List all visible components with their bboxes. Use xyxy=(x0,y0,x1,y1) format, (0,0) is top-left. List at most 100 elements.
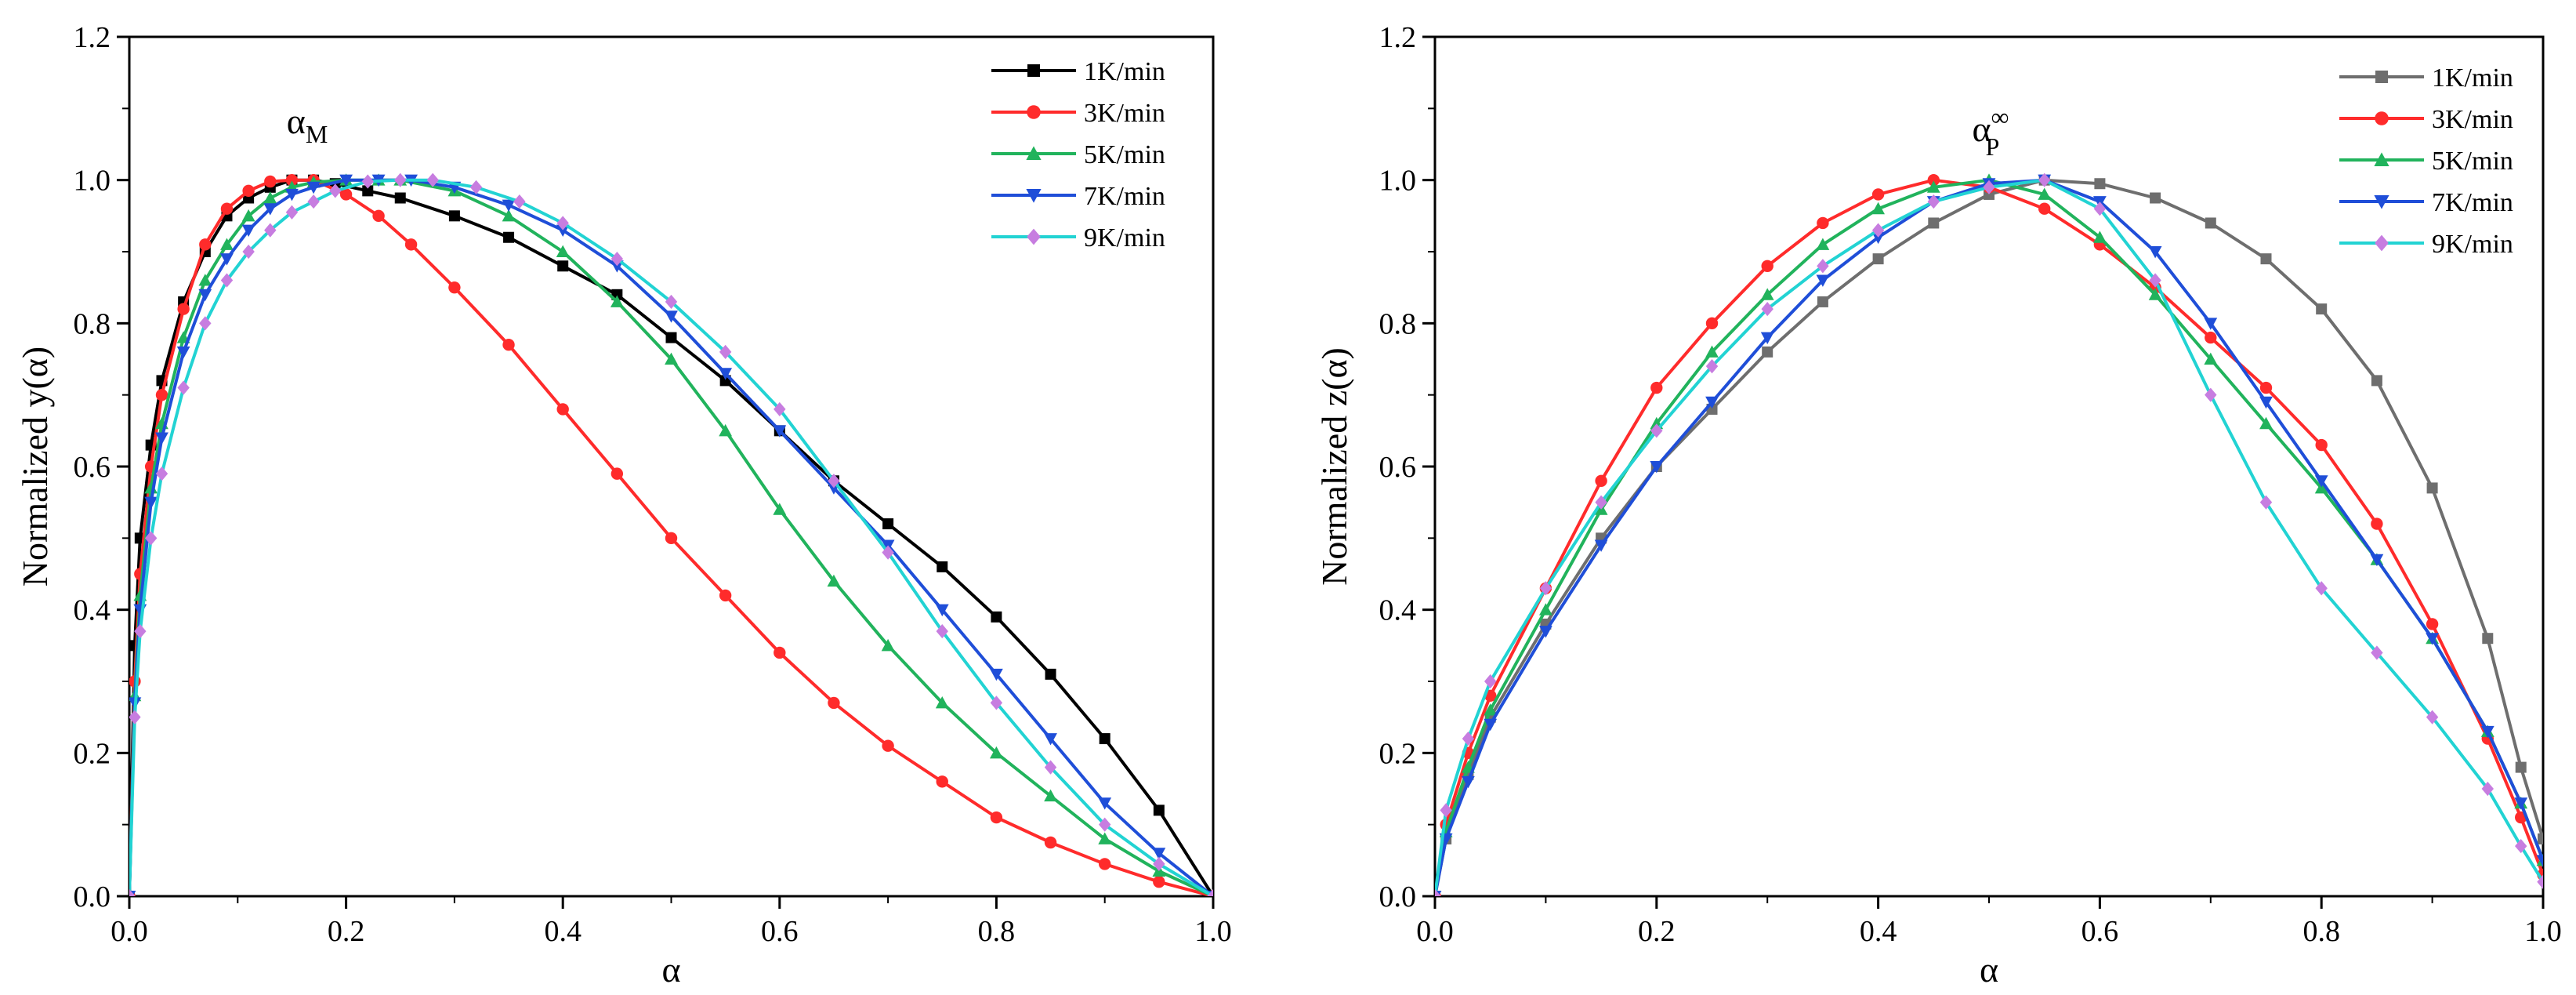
data-point xyxy=(2038,202,2051,215)
data-point xyxy=(1871,223,1885,238)
x-tick-label: 1.0 xyxy=(1194,915,1232,948)
data-point xyxy=(1817,296,1828,307)
data-point xyxy=(665,310,678,323)
data-point xyxy=(2426,633,2439,645)
x-tick-label: 0.2 xyxy=(1638,915,1676,948)
data-point xyxy=(264,223,277,238)
data-point xyxy=(556,245,570,257)
data-point xyxy=(2370,554,2384,567)
x-tick-label: 0.2 xyxy=(328,915,365,948)
data-point xyxy=(2515,838,2527,854)
data-point xyxy=(774,401,786,417)
data-point xyxy=(1650,461,1664,474)
data-point xyxy=(242,184,255,198)
data-point xyxy=(556,224,570,237)
data-point xyxy=(827,574,841,587)
data-point xyxy=(1044,836,1057,849)
data-point xyxy=(1705,359,1719,374)
data-point xyxy=(990,668,1003,681)
data-point xyxy=(199,316,212,331)
data-point xyxy=(362,185,374,197)
data-point xyxy=(513,194,526,209)
data-point xyxy=(2315,438,2328,452)
data-point xyxy=(1462,775,1475,789)
data-point xyxy=(2259,495,2273,510)
x-tick-label: 0.4 xyxy=(1860,915,1897,948)
data-point xyxy=(263,203,277,216)
data-point xyxy=(1927,194,1940,209)
y-tick-label: 1.2 xyxy=(74,21,111,54)
data-point xyxy=(991,611,1002,623)
data-point xyxy=(220,273,234,288)
data-point xyxy=(2093,231,2107,243)
data-point xyxy=(1539,603,1552,616)
series-9K-per-min xyxy=(1435,172,2543,896)
data-point xyxy=(307,194,320,209)
legend: 1K/min 3K/min 5K/min 7K/min 9K/min xyxy=(991,57,1165,252)
data-point xyxy=(1871,202,1885,215)
legend-marker xyxy=(1026,146,1042,160)
data-point xyxy=(2536,855,2543,867)
data-point xyxy=(2538,833,2543,844)
data-point xyxy=(1153,876,1165,888)
data-point xyxy=(155,388,168,401)
annotation-base: α xyxy=(1973,109,1991,149)
data-point xyxy=(2259,381,2273,394)
data-point xyxy=(610,252,624,267)
data-point xyxy=(1440,803,1452,818)
data-point xyxy=(1045,668,1056,680)
y-tick-label: 0.0 xyxy=(74,881,111,913)
y-tick-label: 1.0 xyxy=(74,165,111,198)
data-point xyxy=(372,209,385,223)
data-point xyxy=(1484,703,1498,716)
data-point xyxy=(177,380,190,395)
series-3K-per-min xyxy=(129,173,1213,896)
data-point xyxy=(502,339,515,351)
data-point xyxy=(502,209,516,222)
data-point xyxy=(2260,253,2272,265)
data-point xyxy=(2426,618,2439,630)
data-point xyxy=(665,294,678,310)
data-point xyxy=(1099,817,1111,832)
legend-marker xyxy=(2375,111,2389,125)
data-point xyxy=(220,238,234,250)
data-point xyxy=(144,496,158,510)
data-point xyxy=(990,695,1003,710)
data-point xyxy=(426,172,439,187)
y-axis-title: Normalized y(α) xyxy=(15,347,55,586)
data-point xyxy=(882,545,894,560)
x-tick-label: 0.8 xyxy=(978,915,1016,948)
x-axis-title: α xyxy=(1980,950,1998,990)
data-point xyxy=(665,352,678,365)
data-point xyxy=(502,199,516,212)
data-point xyxy=(241,224,255,237)
legend-marker xyxy=(2375,71,2388,83)
data-point xyxy=(881,638,895,652)
data-point xyxy=(610,467,624,480)
data-point xyxy=(1816,238,1830,250)
data-point xyxy=(285,173,299,187)
data-point xyxy=(937,561,948,572)
data-point xyxy=(1705,396,1719,409)
data-point xyxy=(1705,317,1719,330)
data-point xyxy=(2094,178,2106,190)
data-point xyxy=(610,295,624,307)
x-tick-label: 0.8 xyxy=(2302,915,2340,948)
series-1K-per-min xyxy=(1435,174,2543,896)
y-tick-label: 0.2 xyxy=(74,737,111,770)
x-axis-title: α xyxy=(661,950,680,990)
data-point xyxy=(1760,332,1774,344)
data-point xyxy=(990,811,1003,824)
peak-annotation: α∞ P xyxy=(1973,103,2009,161)
data-point xyxy=(2371,517,2383,530)
series-line xyxy=(1435,178,2543,896)
data-point xyxy=(339,174,353,187)
data-point xyxy=(1926,180,1940,193)
y-tick-label: 0.8 xyxy=(74,307,111,340)
x-tick-label: 0.6 xyxy=(2081,915,2119,948)
data-point xyxy=(1983,180,1995,194)
y-tick-label: 0.8 xyxy=(1379,307,1417,340)
data-point xyxy=(1705,345,1719,358)
annotation-subscript: P xyxy=(1985,133,1999,161)
